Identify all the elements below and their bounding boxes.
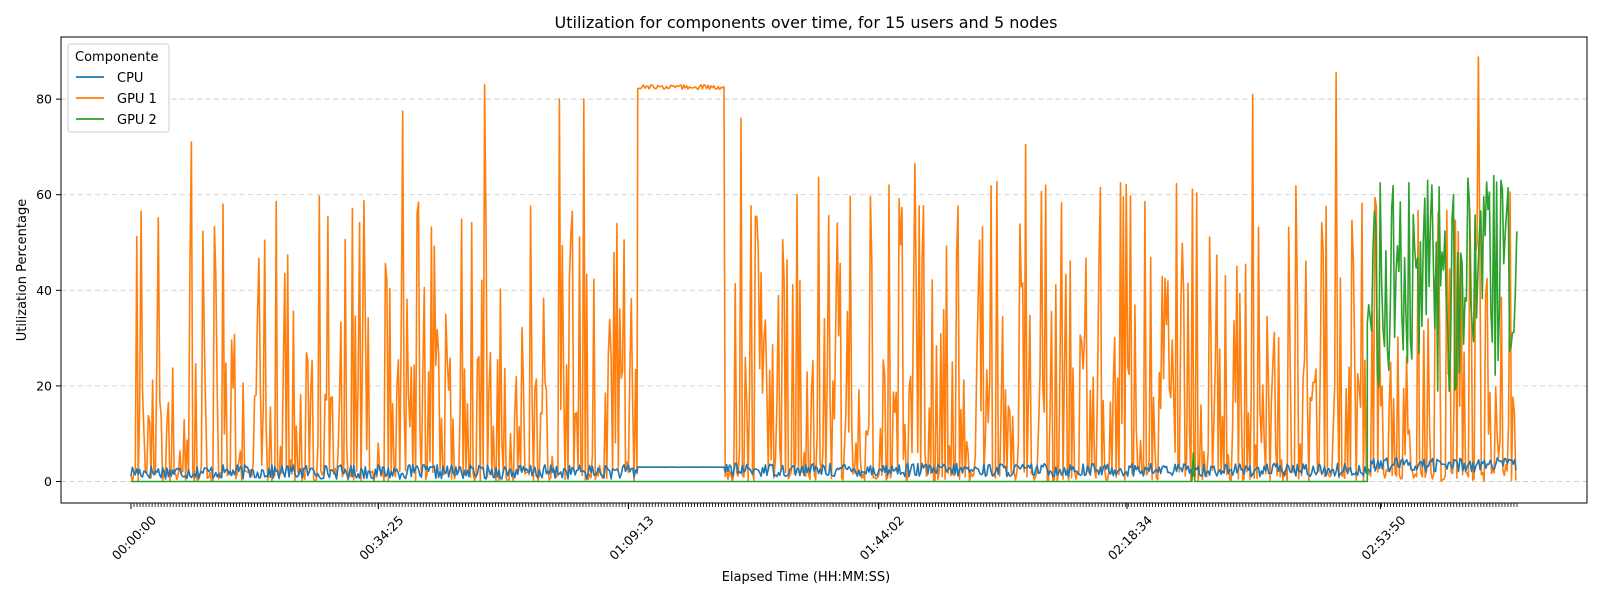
x-tick-label: 01:44:02 xyxy=(857,513,907,563)
x-axis-label: Elapsed Time (HH:MM:SS) xyxy=(722,570,891,585)
x-axis: 00:00:00 00:34:25 01:09:13 01:44:02 02:18:34… xyxy=(109,503,1518,563)
legend: Componente CPU GPU 1 GPU 2 xyxy=(67,43,170,133)
x-tick-label: 00:34:25 xyxy=(356,513,406,563)
legend-box xyxy=(67,43,170,133)
y-tick-label: 40 xyxy=(36,283,52,298)
x-tick-label: 01:09:13 xyxy=(606,513,656,563)
chart-title: Utilization for components over time, fo… xyxy=(555,13,1058,32)
x-tick-label: 00:00:00 xyxy=(109,512,159,562)
y-tick-label: 20 xyxy=(36,378,52,393)
y-tick-label: 60 xyxy=(36,187,52,202)
y-axis: 0 20 40 60 80 xyxy=(36,92,61,489)
x-tick-label: 02:18:34 xyxy=(1105,512,1155,562)
plot-area-frame xyxy=(60,36,1588,504)
y-tick-label: 80 xyxy=(36,92,52,107)
series-line-gpu-2 xyxy=(131,174,1518,483)
legend-label-gpu-1: GPU 1 xyxy=(117,92,157,107)
y-tick-label: 0 xyxy=(44,474,52,489)
legend-label-gpu-2: GPU 2 xyxy=(117,113,157,128)
legend-title: Componente xyxy=(75,50,158,65)
series-lines xyxy=(130,56,1518,483)
y-axis-label: Utilization Percentage xyxy=(15,199,30,341)
series-line-cpu xyxy=(130,456,1517,480)
x-tick-label: 02:53:50 xyxy=(1358,512,1408,562)
series-line-gpu-1 xyxy=(130,56,1517,483)
legend-label-cpu: CPU xyxy=(117,71,143,86)
